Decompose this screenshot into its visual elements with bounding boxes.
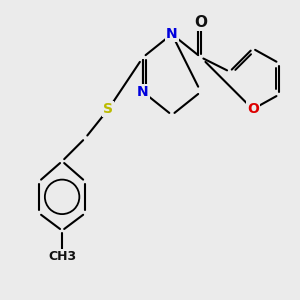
Text: CH3: CH3 (48, 250, 76, 263)
Text: O: O (247, 102, 259, 116)
Text: N: N (137, 85, 149, 99)
Text: O: O (194, 15, 207, 30)
Text: S: S (103, 102, 113, 116)
Text: N: N (166, 27, 178, 41)
